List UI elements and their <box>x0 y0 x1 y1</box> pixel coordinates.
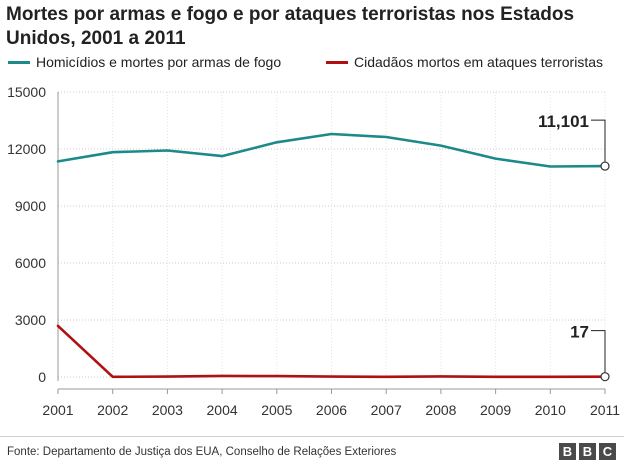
x-tick-label: 2001 <box>42 402 73 418</box>
legend-label-gun-deaths: Homicídios e mortes por armas de fogo <box>36 54 282 70</box>
legend-label-terror-deaths: Cidadãos mortos em ataques terroristas <box>354 54 603 70</box>
bbc-logo-letter: C <box>599 443 616 460</box>
source-note: Fonte: Departamento de Justiça dos EUA, … <box>7 446 397 458</box>
x-tick-label: 2007 <box>371 402 402 418</box>
series-line-terror-deaths <box>56 324 607 379</box>
line-chart: 0 3000 6000 9000 12000 15000 2001 2002 2003 2004 2… <box>7 84 620 418</box>
chart-title: Mortes por armas e fogo e por ataques te… <box>6 4 575 49</box>
x-tick-label: 2003 <box>152 402 183 418</box>
legend: Homicídios e mortes por armas de fogo Ci… <box>6 54 618 74</box>
y-tick-label: 9000 <box>15 198 46 214</box>
x-tick-label: 2006 <box>316 402 347 418</box>
bbc-logo: B B C <box>559 443 616 460</box>
x-tick-label: 2004 <box>207 402 238 418</box>
x-tick-label: 2005 <box>261 402 292 418</box>
x-tick-label: 2011 <box>590 402 620 418</box>
footer: Fonte: Departamento de Justiça dos EUA, … <box>0 436 624 472</box>
x-tick-label: 2010 <box>535 402 566 418</box>
x-tick-label: 2008 <box>425 402 456 418</box>
y-tick-label: 6000 <box>15 255 46 271</box>
annotation-marker <box>600 161 610 171</box>
y-tick-label: 3000 <box>15 312 46 328</box>
annotation-label: 11,101 <box>538 112 589 131</box>
x-tick-label: 2009 <box>480 402 511 418</box>
annotation-leader <box>591 330 606 373</box>
bbc-logo-letter: B <box>579 443 596 460</box>
x-tick-label: 2002 <box>97 402 128 418</box>
y-tick-label: 12000 <box>7 141 46 157</box>
legend-swatch-terror-deaths <box>326 60 348 64</box>
legend-item-gun-deaths: Homicídios e mortes por armas de fogo <box>8 54 281 70</box>
bbc-logo-letter: B <box>559 443 576 460</box>
legend-swatch-gun-deaths <box>8 60 30 64</box>
annotation-leader <box>591 119 606 163</box>
y-tick-label: 15000 <box>7 84 46 100</box>
y-tick-label: 0 <box>38 369 46 385</box>
legend-item-terror-deaths: Cidadãos mortos em ataques terroristas <box>326 54 603 70</box>
annotation-marker <box>600 372 610 382</box>
annotation-label: 17 <box>570 323 589 342</box>
series-line-gun-deaths <box>56 132 607 168</box>
